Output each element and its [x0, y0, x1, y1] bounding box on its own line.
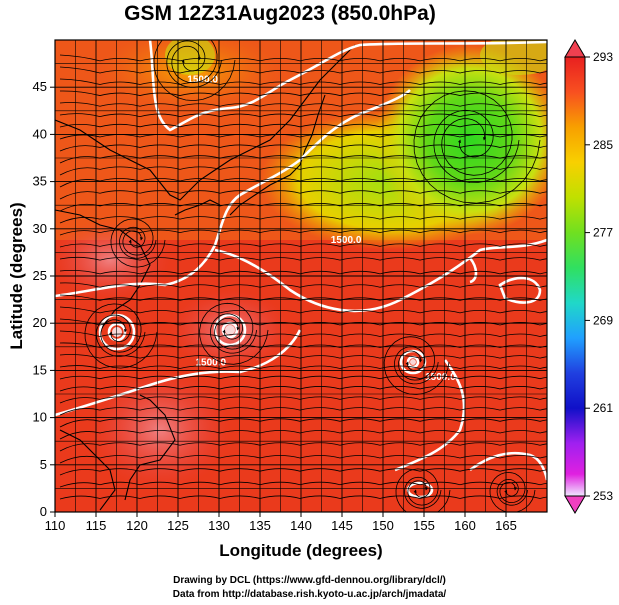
contour-label: 1500.0	[196, 358, 227, 369]
streamline	[59, 330, 547, 337]
y-tick-label: 25	[33, 268, 47, 283]
y-tick-label: 45	[33, 79, 47, 94]
streamline	[59, 468, 547, 476]
x-tick-label: 145	[331, 518, 353, 533]
low-center-central	[225, 325, 235, 335]
y-tick-label: 10	[33, 410, 47, 425]
streamline	[153, 40, 236, 102]
streamline	[59, 495, 547, 500]
y-tick-label: 15	[33, 362, 47, 377]
streamline	[59, 102, 547, 107]
contour-label: 1500.0	[425, 372, 456, 383]
low-center-west	[112, 327, 122, 337]
streamline	[59, 375, 547, 380]
y-tick-label: 5	[40, 457, 47, 472]
streamline	[404, 476, 442, 509]
credit-drawing: Drawing by DCL (https://www.gfd-dennou.o…	[173, 575, 446, 586]
streamline	[84, 303, 158, 369]
streamline	[59, 269, 547, 275]
x-tick-label: 150	[372, 518, 394, 533]
contour-label: 1500.0	[331, 235, 362, 246]
streamline	[59, 78, 547, 85]
streamline	[59, 365, 547, 369]
streamline	[59, 144, 547, 152]
streamline	[59, 229, 547, 236]
streamline	[59, 113, 547, 117]
y-axis-ticks: 0 5 10 15 20 25 30 35 40 45	[33, 79, 55, 519]
streamline	[59, 430, 547, 440]
x-tick-label: 165	[495, 518, 517, 533]
y-tick-label: 40	[33, 126, 47, 141]
streamline	[95, 314, 146, 357]
map-title: GSM 12Z31Aug2023 (850.0hPa)	[124, 2, 436, 25]
colorbar-ticks: 293 285 277 269 261 253	[585, 50, 613, 503]
streamline	[395, 468, 451, 512]
streamline	[59, 178, 547, 188]
streamline	[59, 306, 547, 314]
x-tick-label: 140	[290, 518, 312, 533]
colorbar: 293 285 277 269 261 253	[564, 39, 613, 514]
colorbar-tick-label: 277	[593, 226, 613, 240]
streamline	[59, 481, 547, 488]
streamline	[59, 54, 547, 62]
x-tick-label: 160	[454, 518, 476, 533]
colorbar-tick-label: 261	[593, 401, 613, 415]
streamline	[59, 256, 547, 261]
streamline	[199, 302, 269, 365]
streamline	[59, 216, 547, 224]
x-axis-label: Longitude (degrees)	[219, 541, 382, 560]
x-tick-label: 115	[86, 518, 107, 533]
streamline	[59, 90, 547, 96]
streamline	[59, 318, 547, 326]
x-tick-label: 135	[249, 518, 271, 533]
streamline	[59, 442, 547, 452]
colorbar-tick-label: 253	[593, 489, 613, 503]
streamline	[59, 155, 547, 164]
streamline	[413, 90, 541, 204]
y-tick-label: 30	[33, 221, 47, 236]
streamline	[59, 455, 547, 464]
streamline	[59, 123, 547, 128]
streamline	[119, 226, 157, 259]
colorbar-tick-label: 269	[593, 313, 613, 327]
credit-data-source: Data from http://database.rish.kyoto-u.a…	[172, 589, 447, 600]
streamline	[59, 243, 547, 248]
streamline	[59, 66, 547, 74]
colorbar-tick-label: 285	[593, 138, 613, 152]
streamline	[59, 386, 547, 392]
streamline	[59, 190, 547, 200]
colorbar-bottom-cap	[564, 495, 586, 514]
x-tick-label: 155	[413, 518, 435, 533]
streamline	[209, 313, 257, 354]
streamline	[59, 354, 547, 359]
streamline	[59, 396, 547, 404]
colorbar-top-cap	[564, 39, 586, 58]
y-tick-label: 0	[40, 504, 47, 519]
streamline	[496, 478, 528, 506]
colorbar-tick-label: 293	[593, 50, 613, 64]
y-tick-label: 20	[33, 315, 47, 330]
streamline	[59, 282, 547, 288]
streamline	[110, 218, 166, 268]
x-tick-label: 110	[45, 518, 66, 533]
grid-lines	[54, 39, 548, 513]
x-tick-label: 130	[208, 518, 230, 533]
streamline	[383, 336, 450, 395]
x-axis-ticks: 110 115 120 125 130 135 140 145 150 155 160 165	[45, 512, 517, 533]
low-center-east	[410, 359, 416, 365]
temperature-field	[55, 40, 547, 512]
y-axis-label: Latitude (degrees)	[7, 202, 26, 349]
x-tick-label: 120	[126, 518, 148, 533]
y-tick-label: 35	[33, 174, 47, 189]
streamline	[59, 407, 547, 416]
streamline	[59, 166, 547, 176]
x-tick-label: 125	[167, 518, 189, 533]
streamline	[59, 418, 547, 428]
